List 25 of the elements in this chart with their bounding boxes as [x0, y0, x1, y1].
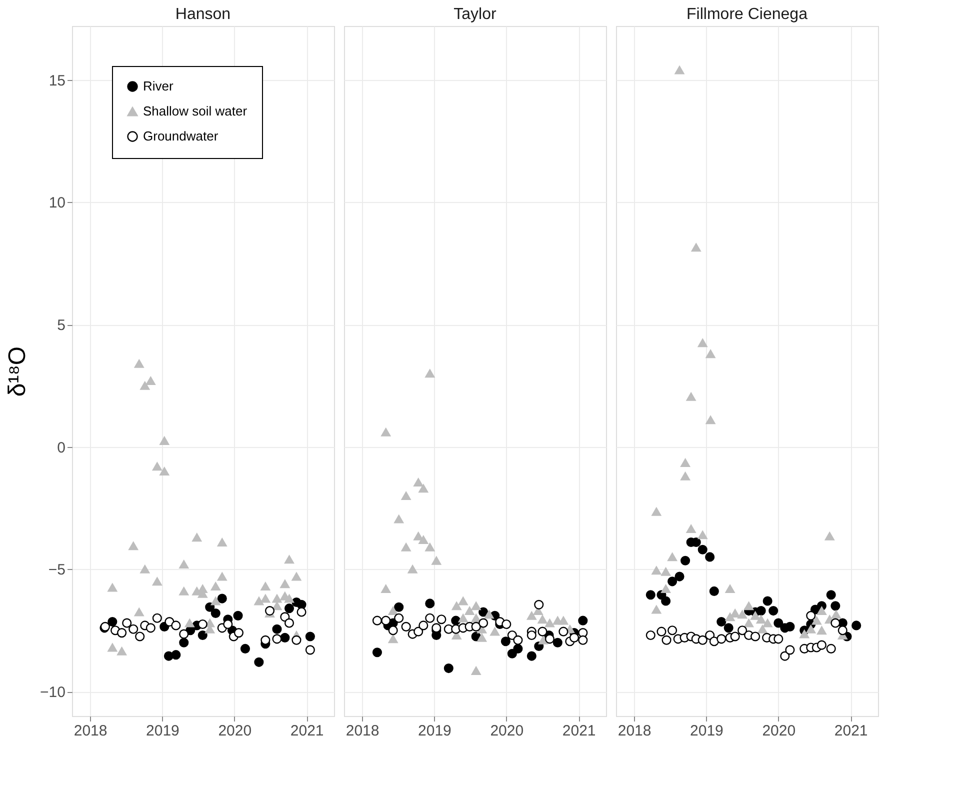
y-axis-title: δ¹⁸O [4, 346, 32, 397]
x-tick-label: 2021 [562, 722, 596, 740]
chart-title: Hanson [175, 6, 231, 23]
x-tick-label: 2020 [218, 722, 252, 740]
legend-label: River [143, 78, 174, 94]
y-tick-label: −5 [48, 562, 66, 579]
x-tick-label: 2021 [834, 722, 868, 740]
legend-label: Groundwater [143, 128, 219, 144]
x-tick-label: 2018 [74, 722, 108, 740]
x-tick-label: 2018 [618, 722, 652, 740]
x-tick-label: 2019 [146, 722, 180, 740]
y-tick-label: 0 [57, 439, 66, 456]
chart-title: Fillmore Cienega [686, 6, 808, 23]
x-tick-label: 2020 [490, 722, 524, 740]
x-tick-label: 2019 [690, 722, 724, 740]
x-tick-label: 2021 [290, 722, 324, 740]
x-tick-label: 2019 [418, 722, 452, 740]
legend-label: Shallow soil water [143, 104, 248, 118]
y-tick-label: 10 [48, 194, 66, 212]
y-tick-label: 15 [48, 72, 66, 90]
x-tick-label: 2018 [346, 722, 380, 740]
y-tick-label: −10 [40, 684, 66, 702]
chart-title: Taylor [454, 6, 498, 23]
y-tick-label: 5 [57, 317, 66, 334]
x-tick-label: 2020 [762, 722, 796, 740]
